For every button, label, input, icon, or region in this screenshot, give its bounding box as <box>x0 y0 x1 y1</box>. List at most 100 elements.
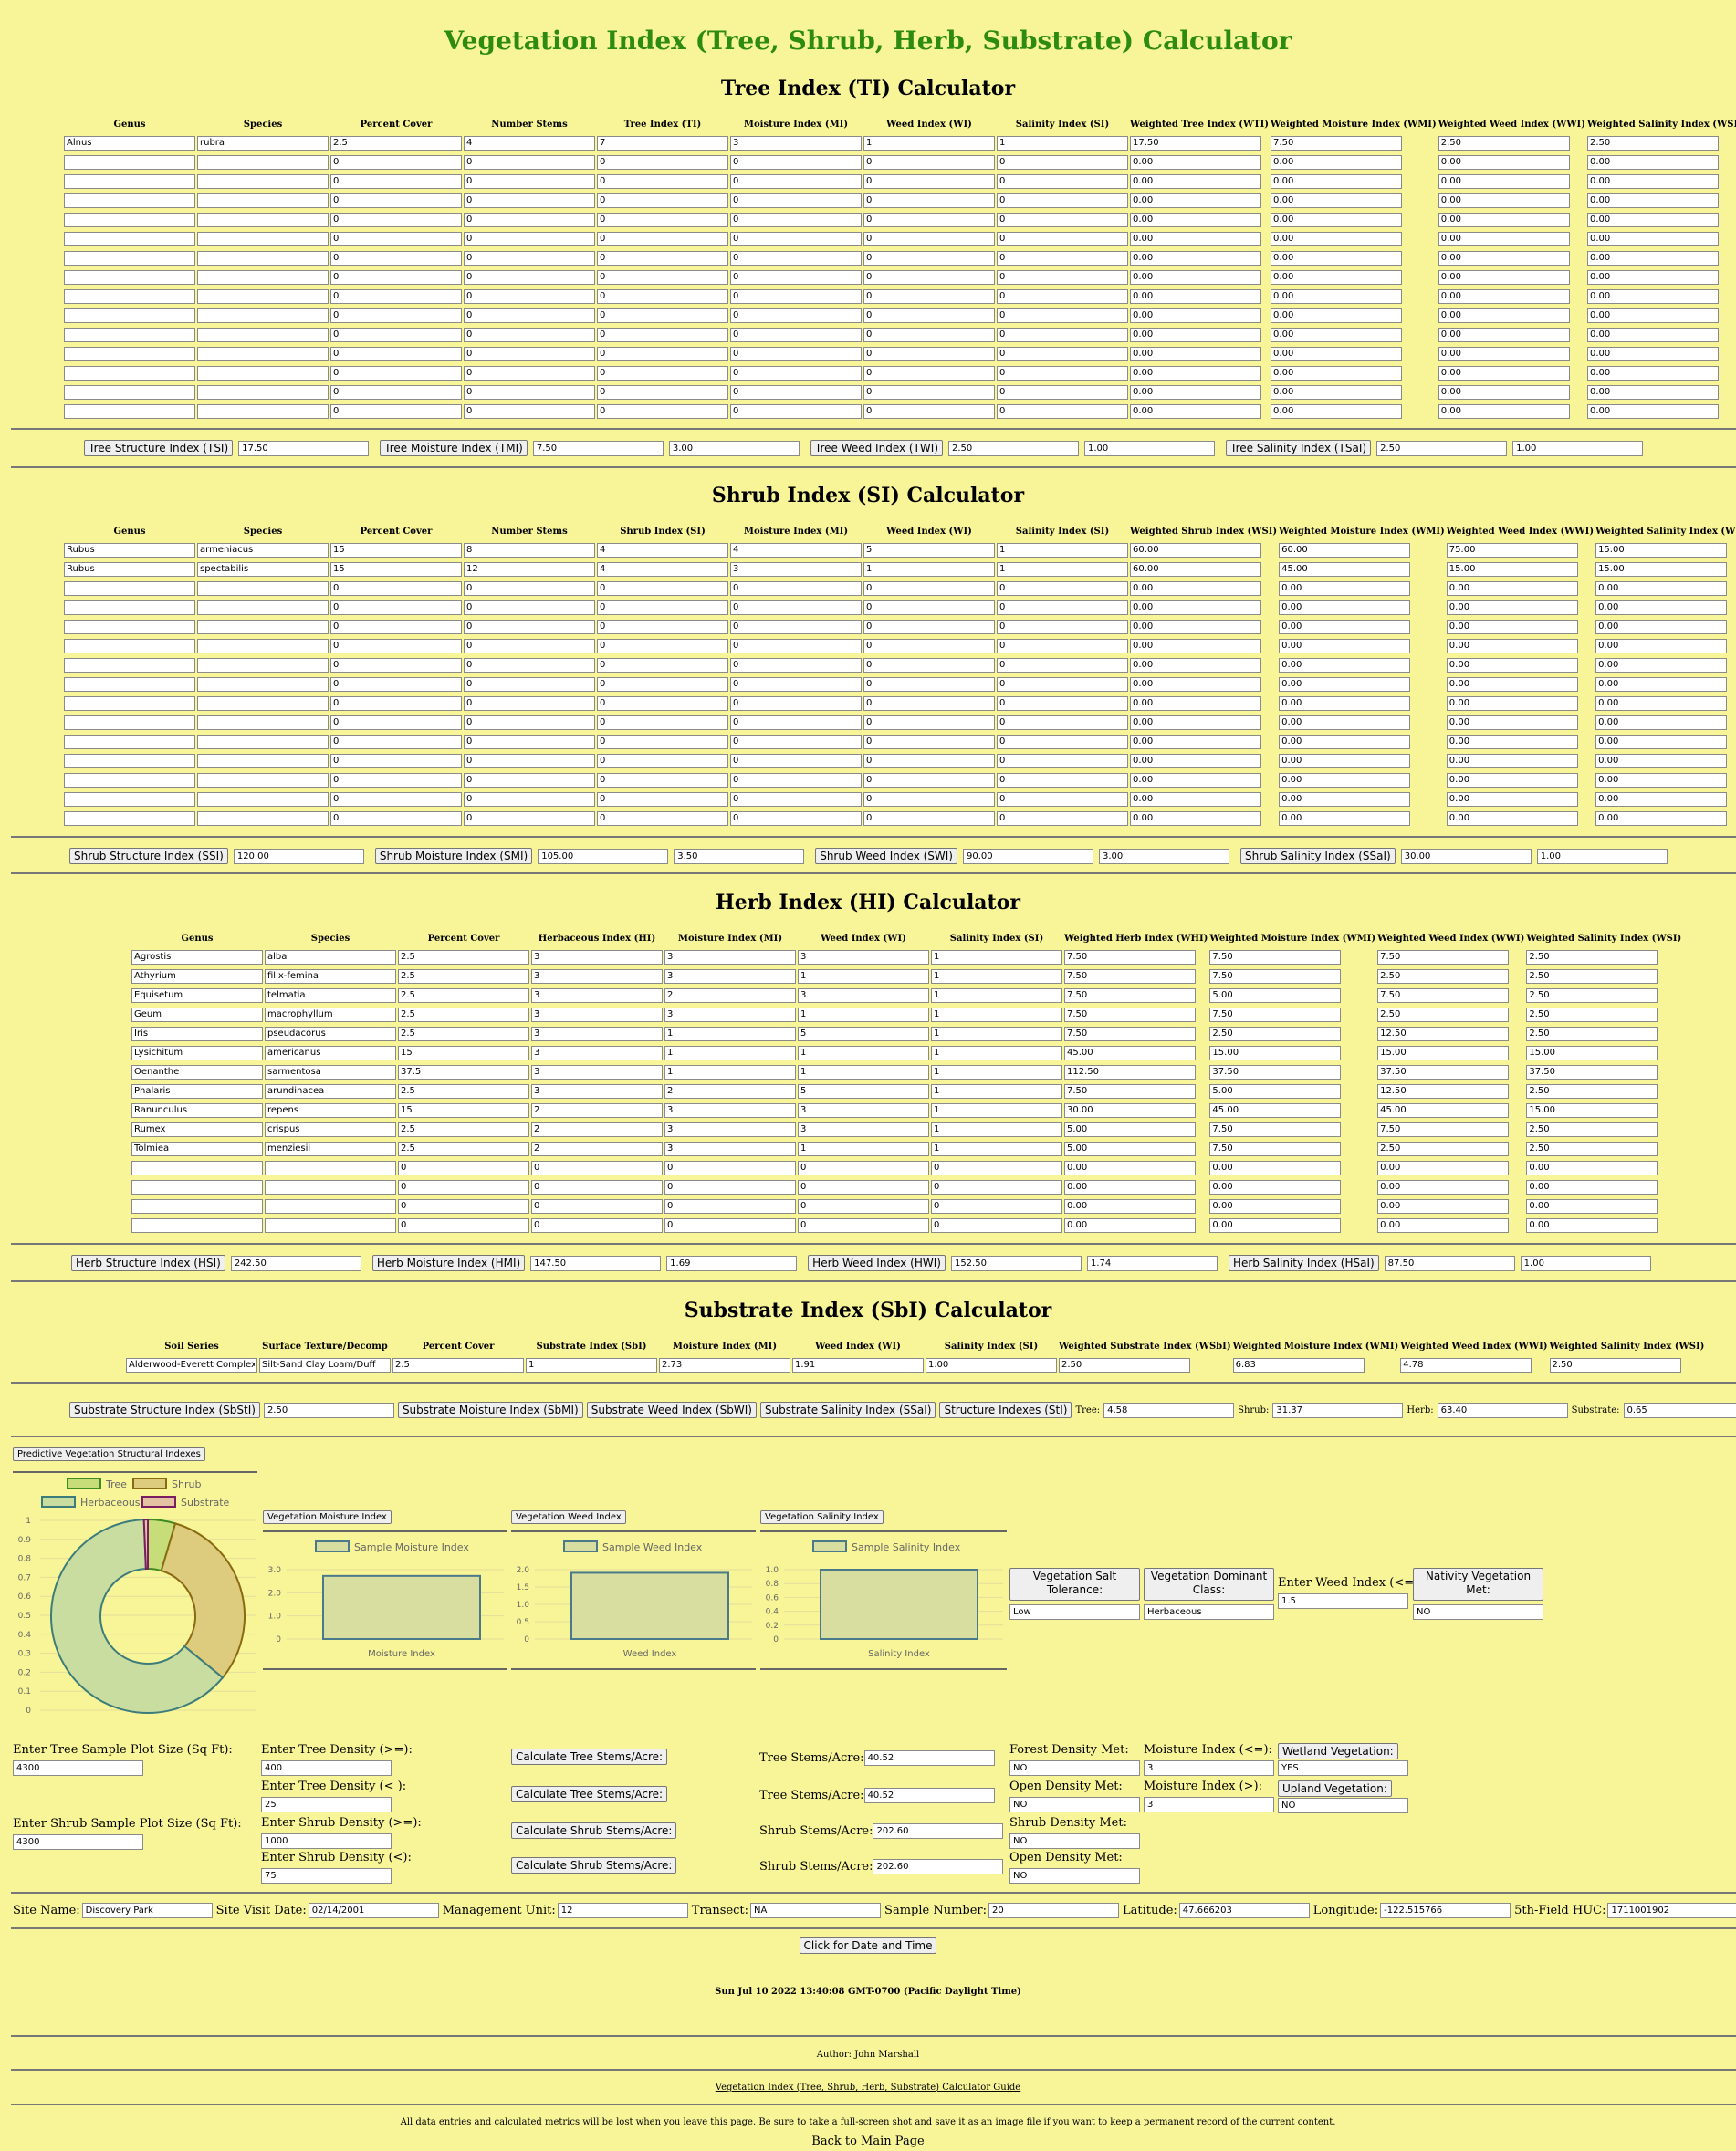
tree-cell-input[interactable] <box>997 135 1128 151</box>
tree-cell-input[interactable] <box>330 154 462 170</box>
shrub-cell-input[interactable] <box>597 542 728 558</box>
substrate-structure-button[interactable]: Substrate Structure Index (SbStI) <box>69 1402 260 1418</box>
shrub-stems-field[interactable] <box>873 1823 1004 1839</box>
herb-cell-input[interactable] <box>265 968 396 984</box>
shrub-cell-input[interactable] <box>863 810 995 826</box>
tree-cell-input[interactable] <box>597 384 728 400</box>
shrub-cell-input[interactable] <box>1446 695 1578 711</box>
tree-cell-input[interactable] <box>997 288 1128 304</box>
shrub-cell-input[interactable] <box>330 657 462 673</box>
substrate-cell-input[interactable] <box>392 1357 524 1373</box>
herb-cell-input[interactable] <box>131 949 263 965</box>
herb-cell-input[interactable] <box>798 1122 929 1137</box>
tree-cell-input[interactable] <box>730 384 862 400</box>
tree-cell-input[interactable] <box>730 250 862 266</box>
herb-cell-input[interactable] <box>531 1198 663 1214</box>
herb-cell-input[interactable] <box>798 1083 929 1099</box>
shrub-cell-input[interactable] <box>1279 561 1411 577</box>
tree-cell-input[interactable] <box>863 135 995 151</box>
tree-cell-input[interactable] <box>1438 250 1570 266</box>
shrub-cell-input[interactable] <box>597 676 728 692</box>
tree-cell-input[interactable] <box>1271 231 1403 246</box>
herb-cell-input[interactable] <box>1377 1179 1510 1195</box>
tree-summary-field[interactable] <box>948 440 1079 456</box>
herb-cell-input[interactable] <box>664 1083 796 1099</box>
herb-cell-input[interactable] <box>1064 949 1196 965</box>
herb-summary-button[interactable]: Herb Moisture Index (HMI) <box>371 1255 526 1271</box>
shrub-cell-input[interactable] <box>330 695 462 711</box>
herb-cell-input[interactable] <box>265 1026 396 1041</box>
shrub-cell-input[interactable] <box>1130 561 1261 577</box>
moisture-le-field[interactable] <box>1144 1760 1274 1776</box>
herb-cell-input[interactable] <box>1377 1064 1510 1080</box>
shrub-summary-button[interactable]: Shrub Weed Index (SWI) <box>815 848 957 864</box>
upland-field[interactable] <box>1278 1798 1408 1813</box>
herb-cell-input[interactable] <box>398 1198 529 1214</box>
shrub-cell-input[interactable] <box>1279 542 1411 558</box>
tree-cell-input[interactable] <box>730 327 862 342</box>
tree-cell-input[interactable] <box>1586 212 1719 227</box>
herb-cell-input[interactable] <box>1526 968 1658 984</box>
tree-cell-input[interactable] <box>997 250 1128 266</box>
tree-cell-input[interactable] <box>464 308 595 323</box>
shrub-cell-input[interactable] <box>464 695 595 711</box>
shrub-density-ge-field[interactable] <box>261 1833 392 1849</box>
shrub-cell-input[interactable] <box>863 600 995 615</box>
herb-cell-input[interactable] <box>664 1026 796 1041</box>
herb-cell-input[interactable] <box>398 1064 529 1080</box>
tree-cell-input[interactable] <box>863 384 995 400</box>
herb-cell-input[interactable] <box>265 1064 396 1080</box>
herb-cell-input[interactable] <box>798 1198 929 1214</box>
tree-cell-input[interactable] <box>1130 193 1261 208</box>
shrub-cell-input[interactable] <box>730 676 862 692</box>
herb-cell-input[interactable] <box>131 1064 263 1080</box>
tree-cell-input[interactable] <box>464 212 595 227</box>
tree-cell-input[interactable] <box>330 250 462 266</box>
shrub-cell-input[interactable] <box>730 561 862 577</box>
herb-cell-input[interactable] <box>1377 1007 1510 1022</box>
shrub-cell-input[interactable] <box>1130 657 1261 673</box>
herb-cell-input[interactable] <box>531 1179 663 1195</box>
shrub-cell-input[interactable] <box>863 580 995 596</box>
tree-cell-input[interactable] <box>330 365 462 381</box>
transect-field[interactable] <box>750 1903 882 1918</box>
herb-cell-input[interactable] <box>531 1007 663 1022</box>
shrub-cell-input[interactable] <box>1595 619 1728 634</box>
herb-cell-input[interactable] <box>1209 1083 1342 1099</box>
shrub-cell-input[interactable] <box>330 638 462 653</box>
shrub-cell-input[interactable] <box>1595 753 1728 768</box>
herb-cell-input[interactable] <box>131 1160 263 1175</box>
tree-summary-field[interactable] <box>668 440 800 456</box>
herb-cell-input[interactable] <box>1209 1160 1342 1175</box>
shrub-cell-input[interactable] <box>197 580 329 596</box>
substrate-cell-input[interactable] <box>792 1357 924 1373</box>
shrub-cell-input[interactable] <box>464 772 595 788</box>
shrub-cell-input[interactable] <box>64 715 195 730</box>
shrub-summary-button[interactable]: Shrub Salinity Index (SSaI) <box>1240 848 1396 864</box>
open-met-field[interactable] <box>1009 1797 1140 1812</box>
tree-cell-input[interactable] <box>1130 250 1261 266</box>
herb-cell-input[interactable] <box>1377 1217 1510 1233</box>
herb-cell-input[interactable] <box>1064 1179 1196 1195</box>
tree-cell-input[interactable] <box>997 154 1128 170</box>
shrub-cell-input[interactable] <box>1595 638 1728 653</box>
tree-cell-input[interactable] <box>863 327 995 342</box>
shrub-cell-input[interactable] <box>1279 772 1411 788</box>
shrub-cell-input[interactable] <box>1130 715 1261 730</box>
herb-cell-input[interactable] <box>531 1083 663 1099</box>
shrub-cell-input[interactable] <box>597 810 728 826</box>
herb-cell-input[interactable] <box>1209 1179 1342 1195</box>
tree-cell-input[interactable] <box>64 346 195 361</box>
shrub-cell-input[interactable] <box>197 695 329 711</box>
tree-cell-input[interactable] <box>464 346 595 361</box>
herb-cell-input[interactable] <box>1377 1160 1510 1175</box>
tree-summary-field[interactable] <box>1084 440 1215 456</box>
shrub-cell-input[interactable] <box>464 638 595 653</box>
shrub-cell-input[interactable] <box>64 772 195 788</box>
dominant-class-field[interactable] <box>1144 1604 1274 1620</box>
shrub-cell-input[interactable] <box>863 734 995 749</box>
shrub-plot-field[interactable] <box>13 1834 143 1850</box>
shrub-cell-input[interactable] <box>64 753 195 768</box>
herb-cell-input[interactable] <box>931 1083 1062 1099</box>
tree-cell-input[interactable] <box>64 365 195 381</box>
